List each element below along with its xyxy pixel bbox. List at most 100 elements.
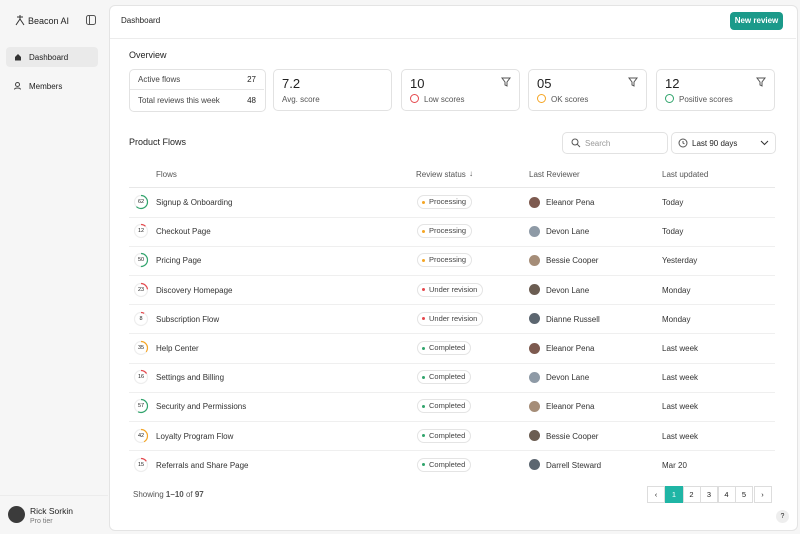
nav-item[interactable]: Dashboard bbox=[29, 53, 69, 62]
ring-arc bbox=[133, 457, 149, 472]
stat-card bbox=[273, 69, 392, 111]
summary-value: 48 bbox=[247, 96, 256, 105]
filter-button[interactable] bbox=[756, 77, 766, 89]
reviewer-avatar bbox=[529, 371, 540, 383]
score: 8 bbox=[139, 315, 143, 322]
divider bbox=[129, 187, 775, 188]
flow-name[interactable]: Referrals and Share Page bbox=[156, 460, 249, 470]
search-box[interactable]: Search bbox=[562, 132, 668, 154]
ring-arc bbox=[133, 311, 149, 326]
nav-icon bbox=[14, 82, 22, 90]
status-pill: Under revision bbox=[417, 282, 484, 297]
ring-arc bbox=[133, 428, 149, 443]
filter-button[interactable] bbox=[501, 77, 511, 89]
prev-page[interactable]: ‹ bbox=[647, 486, 665, 503]
ring-arc bbox=[133, 194, 149, 210]
stat-card bbox=[401, 69, 520, 111]
last-updated: Last week bbox=[662, 344, 699, 353]
stat-card bbox=[528, 69, 647, 111]
score-ring bbox=[133, 252, 149, 268]
ring-arc bbox=[133, 253, 149, 268]
help-button[interactable]: ? bbox=[776, 510, 789, 523]
user-plan: Pro tier bbox=[30, 518, 53, 525]
status-dot bbox=[422, 200, 425, 204]
score-ring bbox=[133, 457, 149, 473]
status-pill: Processing bbox=[417, 224, 473, 239]
score-ring bbox=[133, 223, 149, 239]
summary-label: Active flows bbox=[138, 75, 181, 84]
flow-name[interactable]: Security and Permissions bbox=[156, 402, 247, 412]
status-dot bbox=[422, 288, 425, 292]
status-dot bbox=[422, 258, 425, 262]
last-updated: Today bbox=[662, 227, 684, 237]
reviewer-avatar bbox=[529, 400, 540, 412]
score: 57 bbox=[137, 403, 145, 410]
row-divider bbox=[129, 304, 775, 306]
flow-name[interactable]: Help Center bbox=[156, 344, 199, 353]
flow-name[interactable]: Checkout Page bbox=[156, 227, 211, 237]
sidebar-toggle[interactable] bbox=[86, 15, 96, 27]
status-dot bbox=[422, 317, 425, 321]
reviewer-avatar bbox=[529, 313, 540, 325]
summary-card bbox=[129, 69, 266, 112]
text: Showing bbox=[133, 490, 164, 499]
ring-arc bbox=[133, 224, 149, 239]
page-title: Dashboard bbox=[121, 16, 161, 25]
page-button[interactable]: 3 bbox=[700, 486, 718, 503]
nav-item[interactable]: Members bbox=[29, 82, 63, 91]
row-divider bbox=[129, 333, 775, 335]
row-divider bbox=[129, 274, 775, 276]
ring-arc bbox=[133, 340, 149, 356]
page-button[interactable]: 2 bbox=[682, 486, 701, 503]
score: 12 bbox=[137, 228, 145, 235]
reviewer-name: Eleanor Pena bbox=[546, 344, 595, 353]
score: 50 bbox=[137, 257, 145, 264]
last-updated: Today bbox=[662, 198, 684, 207]
pagination-summary: Showing 1–10 of 97 bbox=[133, 490, 204, 499]
date-range: Last 90 days bbox=[692, 139, 738, 148]
page-button[interactable]: 5 bbox=[735, 486, 753, 503]
status-pill: Completed bbox=[417, 428, 472, 443]
new-review-button[interactable]: New review bbox=[730, 12, 783, 30]
last-updated: Last week bbox=[662, 431, 699, 441]
divider bbox=[0, 495, 108, 496]
flow-name[interactable]: Discovery Homepage bbox=[156, 285, 233, 295]
flow-name[interactable]: Loyalty Program Flow bbox=[156, 431, 234, 441]
page-button[interactable]: 1 bbox=[665, 486, 683, 503]
stat-card bbox=[656, 69, 775, 111]
flow-name[interactable]: Settings and Billing bbox=[156, 373, 225, 383]
ring-arc bbox=[133, 370, 149, 385]
status-pill: Completed bbox=[417, 370, 472, 385]
status-dot bbox=[422, 375, 425, 379]
filter-button[interactable] bbox=[628, 77, 638, 89]
page-button[interactable]: 4 bbox=[717, 486, 736, 503]
next-page[interactable]: › bbox=[753, 486, 772, 503]
reviewer-name: Eleanor Pena bbox=[546, 198, 595, 207]
score-ring bbox=[133, 369, 149, 385]
summary-value: 27 bbox=[247, 75, 256, 84]
last-updated: Yesterday bbox=[662, 256, 698, 266]
score: 42 bbox=[137, 432, 145, 439]
score-ring bbox=[133, 311, 149, 327]
user-avatar[interactable] bbox=[8, 506, 25, 523]
last-updated: Last week bbox=[662, 373, 699, 383]
status-pill: Under revision bbox=[417, 311, 484, 326]
column-header[interactable]: Review status bbox=[416, 170, 466, 179]
stat-icon bbox=[410, 94, 419, 103]
date-range-dropdown[interactable]: Last 90 days bbox=[671, 132, 776, 154]
section-title: Product Flows bbox=[129, 137, 187, 147]
flow-name[interactable]: Subscription Flow bbox=[156, 314, 220, 324]
reviewer-name: Eleanor Pena bbox=[546, 402, 595, 412]
flow-name[interactable]: Pricing Page bbox=[156, 256, 202, 266]
reviewer-avatar bbox=[529, 284, 540, 296]
flow-name[interactable]: Signup & Onboarding bbox=[156, 198, 233, 207]
score-ring bbox=[133, 340, 149, 356]
score-ring bbox=[133, 194, 149, 210]
reviewer-name: Devon Lane bbox=[546, 373, 590, 383]
reviewer-name: Bessie Cooper bbox=[546, 431, 599, 441]
last-updated: Last week bbox=[662, 402, 699, 412]
score: 16 bbox=[137, 374, 145, 381]
last-updated: Monday bbox=[662, 314, 691, 324]
sort-icon: ↓ bbox=[469, 169, 473, 178]
status-dot bbox=[422, 229, 425, 233]
